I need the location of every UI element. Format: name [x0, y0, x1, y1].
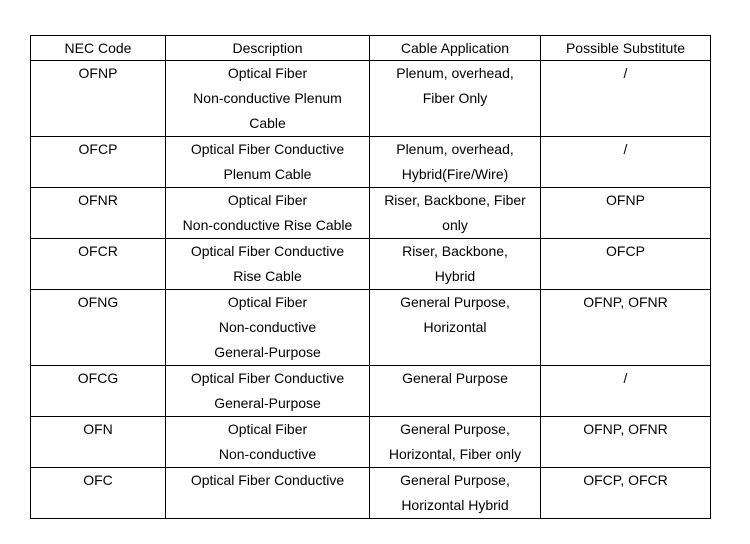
table-row: OFN Optical Fiber Non-conductive General Pu…	[30, 416, 711, 468]
cell-line: Optical Fiber	[227, 294, 308, 310]
cell-line: General Purpose,	[400, 421, 510, 437]
table-header: NEC Code Description Cable Application Poss…	[30, 35, 711, 61]
cell-line: OFCP, OFCR	[583, 472, 668, 488]
cell-line: only	[442, 217, 468, 233]
cell-line: Plenum, overhead,	[396, 141, 514, 157]
cell-line: Non-conductive	[218, 319, 317, 335]
table-cell: /	[540, 136, 711, 188]
table-cell: OFC	[30, 467, 166, 519]
table-cell: OFN	[30, 416, 166, 468]
cell-line: OFC	[83, 472, 113, 488]
cell-line: General Purpose	[402, 370, 508, 386]
header-cell: Cable Application	[369, 35, 541, 61]
table-cell: OFNP	[30, 60, 166, 137]
table-cell: OFCP, OFCR	[540, 467, 711, 519]
table-cell: /	[540, 60, 711, 137]
cell-line: OFNP	[78, 65, 118, 81]
cell-line: OFCP	[606, 243, 645, 259]
table-row: OFNP Optical Fiber Non-conductive Plenum Ca…	[30, 60, 711, 137]
table-row: OFC Optical Fiber Conductive General Purpo…	[30, 467, 711, 519]
cell-line: Plenum Cable	[223, 166, 312, 182]
cell-line: Hybrid	[434, 268, 476, 284]
cell-line: Optical Fiber	[227, 192, 308, 208]
cell-line: Optical Fiber Conductive	[190, 472, 345, 488]
cell-line: OFNG	[77, 294, 119, 310]
table-cell: Optical Fiber Non-conductive Rise Cable	[165, 187, 370, 239]
table-row: OFCR Optical Fiber Conductive Rise Cable Ri…	[30, 238, 711, 290]
nec-table: NEC Code Description Cable Application Poss…	[30, 35, 711, 519]
table-cell: Riser, Backbone, Hybrid	[369, 238, 541, 290]
table-row: OFCG Optical Fiber Conductive General-Purp…	[30, 365, 711, 417]
cell-line: OFCP	[78, 141, 118, 157]
table-cell: Plenum, overhead, Hybrid(Fire/Wire)	[369, 136, 541, 188]
cell-line: OFNP, OFNR	[583, 294, 668, 310]
table-cell: OFNG	[30, 289, 166, 366]
cell-line: Plenum, overhead,	[396, 65, 514, 81]
cell-line: Cable	[249, 115, 286, 131]
cell-line: Riser, Backbone,	[402, 243, 508, 259]
cell-line: Horizontal	[423, 319, 487, 335]
table-cell: OFCG	[30, 365, 166, 417]
table-cell: OFCP	[540, 238, 711, 290]
cell-line: Optical Fiber	[227, 421, 308, 437]
table-row: OFCP Optical Fiber Conductive Plenum Cable…	[30, 136, 711, 188]
header-cell: NEC Code	[30, 35, 166, 61]
cell-line: Optical Fiber Conductive	[190, 370, 345, 386]
table-cell: General Purpose, Horizontal, Fiber only	[369, 416, 541, 468]
table-cell: Optical Fiber Conductive Rise Cable	[165, 238, 370, 290]
table-body: OFNP Optical Fiber Non-conductive Plenum Ca…	[30, 60, 711, 519]
cell-line: OFNP	[606, 192, 645, 208]
cell-line: Optical Fiber	[227, 65, 308, 81]
cell-line: Non-conductive Rise Cable	[182, 217, 353, 233]
table-cell: Optical Fiber Non-conductive Plenum Cable	[165, 60, 370, 137]
table-cell: Optical Fiber Non-conductive General-Purpo…	[165, 289, 370, 366]
table-cell: Optical Fiber Conductive General-Purpose	[165, 365, 370, 417]
table-cell: OFCP	[30, 136, 166, 188]
table-cell: General Purpose	[369, 365, 541, 417]
table-cell: Optical Fiber Non-conductive	[165, 416, 370, 468]
cell-line: Horizontal, Fiber only	[388, 446, 522, 462]
table-cell: OFNP	[540, 187, 711, 239]
cell-line: OFNR	[78, 192, 118, 208]
cell-line: /	[623, 65, 628, 81]
cell-line: Non-conductive Plenum	[193, 90, 342, 106]
table-cell: Optical Fiber Conductive	[165, 467, 370, 519]
table-cell: Riser, Backbone, Fiber only	[369, 187, 541, 239]
table-cell: General Purpose, Horizontal Hybrid	[369, 467, 541, 519]
table-row: OFNR Optical Fiber Non-conductive Rise Cab…	[30, 187, 711, 239]
cell-line: Fiber Only	[422, 90, 488, 106]
table-row: OFNG Optical Fiber Non-conductive General-P…	[30, 289, 711, 366]
cell-line: Hybrid(Fire/Wire)	[401, 166, 509, 182]
table-cell: OFNP, OFNR	[540, 416, 711, 468]
cell-line: Optical Fiber Conductive	[190, 141, 345, 157]
table-cell: OFNP, OFNR	[540, 289, 711, 366]
cell-line: General-Purpose	[214, 344, 321, 360]
cell-line: OFCG	[77, 370, 119, 386]
table-cell: Optical Fiber Conductive Plenum Cable	[165, 136, 370, 188]
cell-line: Rise Cable	[233, 268, 302, 284]
cell-line: /	[623, 141, 628, 157]
table-cell: Plenum, overhead, Fiber Only	[369, 60, 541, 137]
cell-line: /	[623, 370, 628, 386]
cell-line: Optical Fiber Conductive	[190, 243, 345, 259]
cell-line: OFN	[83, 421, 113, 437]
cell-line: Non-conductive	[218, 446, 317, 462]
header-cell: Possible Substitute	[540, 35, 711, 61]
cell-line: OFNP, OFNR	[583, 421, 668, 437]
header-row: NEC Code Description Cable Application Poss…	[30, 35, 711, 61]
cell-line: Horizontal Hybrid	[401, 497, 509, 513]
cell-line: General-Purpose	[214, 395, 321, 411]
cell-line: General Purpose,	[400, 294, 510, 310]
header-cell: Description	[165, 35, 370, 61]
table-cell: /	[540, 365, 711, 417]
table-cell: OFNR	[30, 187, 166, 239]
cell-line: OFCR	[78, 243, 118, 259]
table-cell: OFCR	[30, 238, 166, 290]
cell-line: General Purpose,	[400, 472, 510, 488]
cell-line: Riser, Backbone, Fiber	[384, 192, 526, 208]
table-cell: General Purpose, Horizontal	[369, 289, 541, 366]
